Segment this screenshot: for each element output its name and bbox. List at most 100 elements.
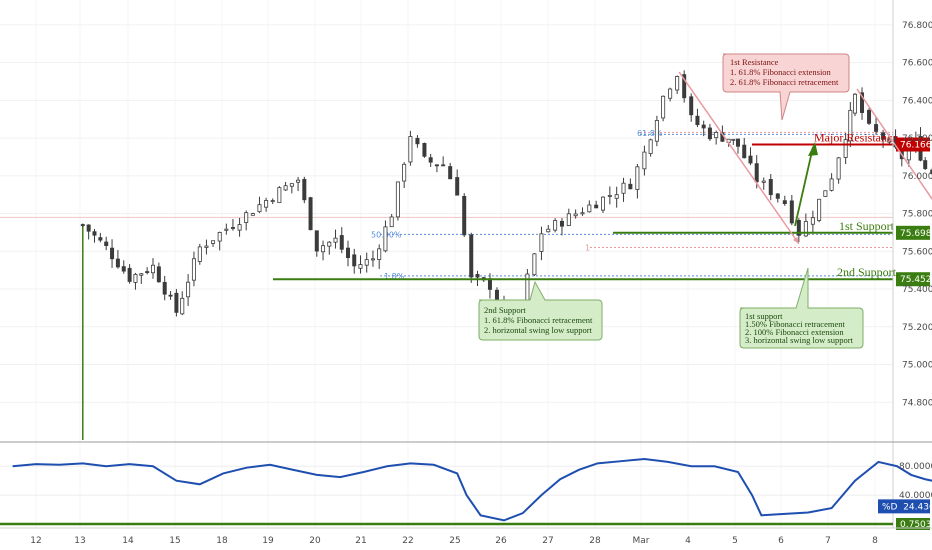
time-axis[interactable]: 12 13 14 15 18 19 20 21 22 25 26 27 28 Mar 4 5 6 7 8 (30, 536, 878, 546)
time-tick-label: 6 (778, 536, 784, 546)
candle-body (614, 194, 619, 199)
level-name: Major Resistance (814, 131, 898, 145)
candle-body (642, 151, 647, 170)
candle-body (395, 181, 400, 218)
time-tick-label: 18 (216, 536, 228, 546)
level-price-label: 76.166 (900, 141, 932, 151)
candle-body (314, 230, 319, 252)
candle-body (237, 224, 242, 231)
price-tick-label: 76.200 (902, 134, 932, 144)
candle-body (197, 246, 202, 262)
candle-body (230, 227, 235, 229)
candle-body (668, 88, 673, 99)
candle-body (462, 195, 467, 236)
time-tick-label: Mar (633, 536, 650, 546)
candle-body (607, 195, 612, 197)
candle-body (836, 157, 841, 180)
candle-body (573, 213, 578, 217)
fib-arrow-down-1 (678, 71, 800, 245)
oscillator-line (12, 458, 932, 522)
candle-body (628, 183, 633, 190)
time-tick-label: 12 (30, 536, 41, 546)
candle-body (415, 137, 420, 145)
level-name: 1st Support (839, 219, 895, 233)
osc-value-tag (878, 499, 930, 514)
osc-bottom-label: 0.7503 (900, 520, 932, 530)
candle-body (110, 247, 115, 260)
support2-box-line-2: 2. horizontal swing low support (484, 325, 593, 335)
time-tick-label: 26 (495, 536, 507, 546)
candle-body (661, 95, 666, 119)
candle-body (754, 163, 759, 183)
level-price-tag (896, 225, 930, 240)
candle-body (139, 273, 144, 276)
candle-body (86, 224, 91, 232)
candle-body (648, 139, 653, 154)
projection-arrows (678, 71, 932, 245)
candle-body (408, 136, 413, 163)
candle-body (874, 124, 879, 132)
price-tick-label: 75.400 (902, 285, 932, 295)
candle-body (145, 271, 150, 273)
candle-body (539, 233, 544, 252)
candle-body (370, 258, 375, 261)
candle-body (701, 124, 706, 129)
candle-body (121, 266, 126, 272)
candle-body (358, 264, 363, 269)
candle-body (731, 138, 736, 141)
candle-body (546, 228, 551, 233)
candle-body (377, 248, 382, 260)
candle-body (748, 155, 753, 164)
time-tick-label: 8 (872, 536, 878, 546)
level-price-label: 75.452 (900, 275, 932, 285)
projection-arrow-head (808, 142, 818, 156)
candle-body (796, 220, 801, 236)
candle-body (224, 228, 229, 231)
price-tick-label: 76.000 (902, 172, 932, 182)
candle-body (587, 204, 592, 213)
candle-body (308, 197, 313, 231)
fib-arrow-down-1-head (792, 236, 799, 244)
oscillator-axis[interactable]: 80.0000 40.0000%D 24.4362 0.7503 (878, 462, 932, 530)
time-tick-label: 27 (542, 536, 553, 546)
candle-body (682, 74, 687, 99)
candle-body (775, 193, 780, 199)
price-tick-label: 74.800 (902, 398, 932, 408)
candle-body (327, 241, 332, 247)
candle-body (789, 200, 794, 224)
candle-body (594, 204, 599, 209)
candle-body (930, 169, 932, 175)
price-axis[interactable]: 76.800 76.600 76.400 76.200 76.000 75.800 75.6… (902, 21, 932, 408)
resistance-box-line-1: 1. 61.8% Fibonacci extension (730, 67, 832, 77)
candle-body (115, 258, 120, 268)
time-tick-label: 21 (355, 536, 366, 546)
candle-body (104, 241, 109, 246)
candle-body (162, 281, 167, 295)
level-name: 2nd Support (837, 265, 897, 279)
candle-body (92, 231, 97, 236)
osc-bottom-tag (896, 518, 930, 530)
time-tick-label: 20 (309, 536, 321, 546)
candle-body (250, 213, 255, 216)
oscillator-path (12, 458, 932, 522)
level-price-tag (896, 137, 930, 152)
candle-body (150, 264, 155, 274)
candle-body (736, 138, 741, 147)
candle-body (803, 221, 808, 237)
support2-annotation: 2nd Support 1. 61.8% Fibonacci retraceme… (478, 280, 603, 341)
candle-body (853, 93, 858, 114)
candle-body (321, 245, 326, 253)
level-price-label: 75.698 (900, 229, 932, 239)
candle-body (559, 220, 564, 227)
price-tick-label: 76.800 (902, 21, 932, 31)
oscillator-grid (0, 465, 893, 496)
support1-box-line-3: 3. horizontal swing low support (745, 335, 854, 345)
candle-body (80, 224, 85, 226)
support1-box-line-2: 2. 100% Fibonacci extension (745, 327, 844, 337)
candle-body (601, 196, 606, 211)
fib-label: 61.8% (637, 129, 663, 138)
candle-body (428, 157, 433, 163)
resistance-annotation: 1st Resistance 1. 61.8% Fibonacci extens… (722, 53, 850, 121)
fib-label: 1 (585, 244, 590, 253)
